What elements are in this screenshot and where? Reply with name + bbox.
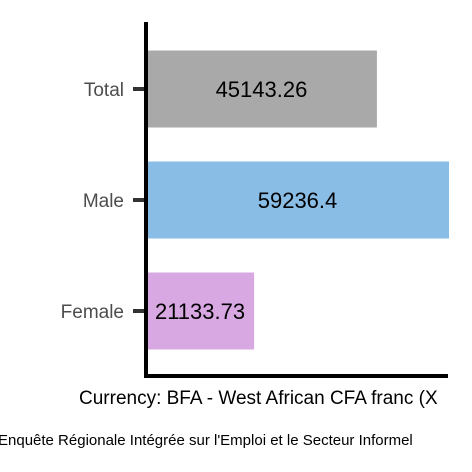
bar-total [146,50,377,128]
y-ticks-group: Total Male Female [61,80,146,323]
bars-group: 45143.26 59236.4 21133.73 [146,50,449,350]
y-tick-label-male: Male [83,191,124,212]
bar-male [146,161,449,239]
value-label-total: 45143.26 [216,77,308,102]
value-label-female: 21133.73 [155,299,245,324]
bar-female [146,272,255,350]
y-tick-label-female: Female [61,302,124,323]
y-tick-label-total: Total [84,80,124,101]
value-label-male: 59236.4 [258,188,338,213]
source-caption: Enquête Régionale Intégrée sur l'Emploi … [0,432,413,449]
x-axis-title: Currency: BFA - West African CFA franc (… [79,388,438,409]
